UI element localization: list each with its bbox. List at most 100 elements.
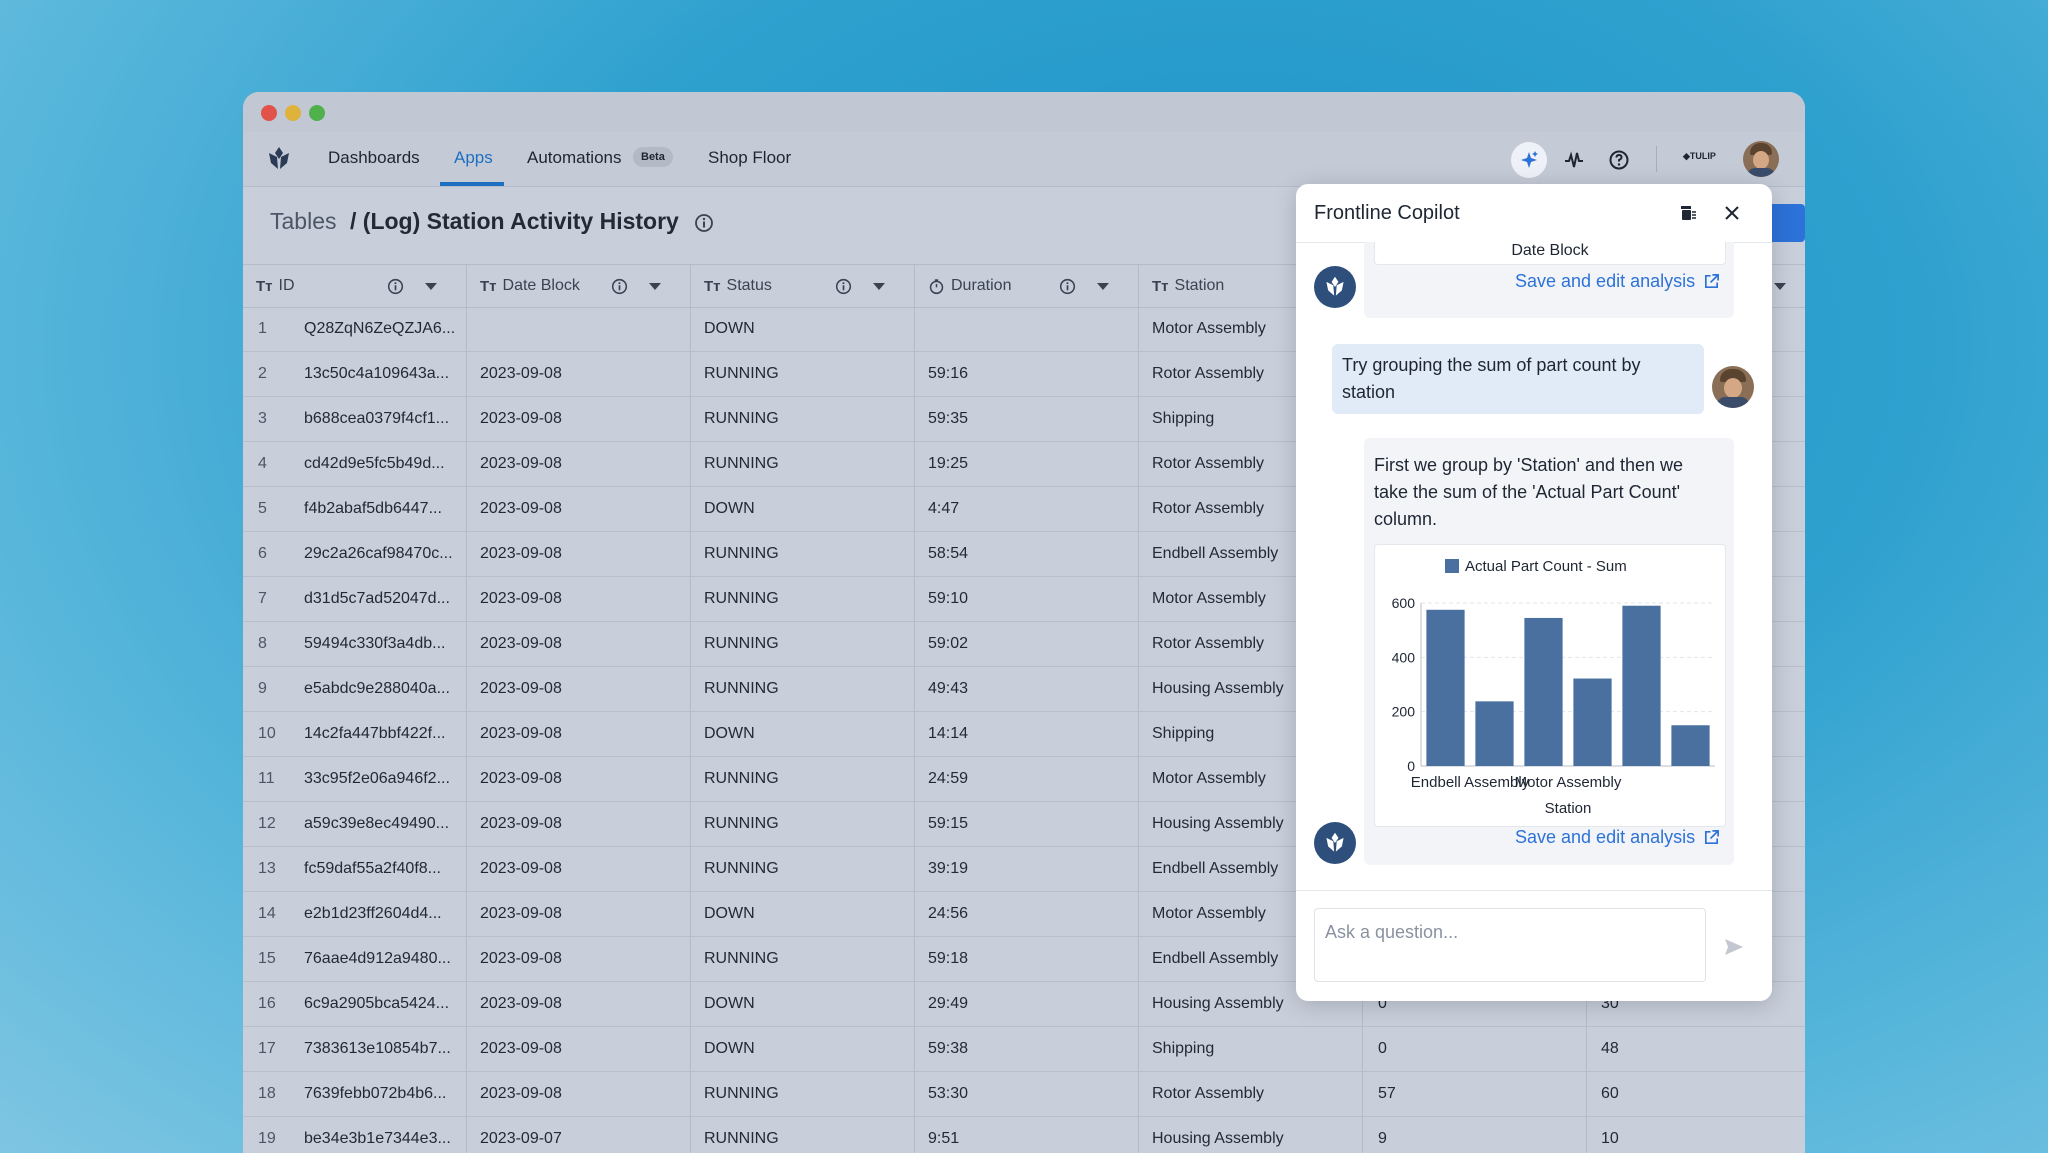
table-cell[interactable]: Endbell Assembly — [1152, 860, 1279, 877]
table-cell[interactable]: 2023-09-07 — [480, 1130, 562, 1147]
send-icon[interactable] — [1723, 936, 1745, 958]
help-button[interactable] — [1601, 142, 1637, 178]
table-cell[interactable]: 59:38 — [928, 1040, 969, 1057]
table-cell[interactable]: Rotor Assembly — [1152, 635, 1265, 652]
table-cell[interactable]: Rotor Assembly — [1152, 455, 1265, 472]
table-cell[interactable]: 2023-09-08 — [480, 410, 562, 427]
table-cell[interactable]: e5abdc9e288040a... — [304, 680, 450, 697]
table-cell[interactable]: 24:56 — [928, 905, 969, 922]
table-cell[interactable]: 59:18 — [928, 950, 969, 967]
table-cell[interactable]: Housing Assembly — [1152, 815, 1284, 832]
table-cell[interactable]: 4:47 — [928, 500, 960, 517]
table-cell[interactable]: Endbell Assembly — [1152, 545, 1279, 562]
table-cell[interactable]: 10 — [1601, 1130, 1619, 1147]
clear-chat-icon[interactable] — [1678, 203, 1698, 223]
table-cell[interactable]: Shipping — [1152, 410, 1215, 427]
column-info-icon[interactable] — [611, 278, 628, 295]
table-cell[interactable]: Motor Assembly — [1152, 905, 1266, 922]
table-cell[interactable]: 2023-09-08 — [480, 995, 562, 1012]
table-cell[interactable]: RUNNING — [704, 365, 779, 382]
table-cell[interactable]: 7383613e10854b7... — [304, 1040, 451, 1057]
table-cell[interactable]: RUNNING — [704, 590, 779, 607]
table-row[interactable]: 9 e5abdc9e288040a... 2023-09-08 RUNNING 49:4… — [243, 666, 1805, 712]
table-cell[interactable]: 14:14 — [928, 725, 969, 742]
maximize-window-button[interactable] — [309, 105, 325, 121]
table-cell[interactable]: DOWN — [704, 905, 755, 922]
nav-apps[interactable]: Apps — [454, 148, 493, 167]
table-cell[interactable]: 2023-09-08 — [480, 455, 562, 472]
table-cell[interactable]: 49:43 — [928, 680, 969, 697]
table-row[interactable]: 14 e2b1d23ff2604d4... 2023-09-08 DOWN 24:56 M… — [243, 891, 1805, 937]
table-cell[interactable]: RUNNING — [704, 455, 779, 472]
table-cell[interactable]: 2023-09-08 — [480, 950, 562, 967]
table-cell[interactable]: fc59daf55a2f40f8... — [304, 860, 441, 877]
workspace-brand[interactable]: ◆TULIP — [1683, 151, 1716, 161]
close-icon[interactable] — [1724, 205, 1740, 221]
column-info-icon[interactable] — [387, 278, 404, 295]
table-cell[interactable]: 39:19 — [928, 860, 969, 877]
table-cell[interactable]: f4b2abaf5db6447... — [304, 500, 442, 517]
table-cell[interactable]: be34e3b1e7344e3... — [304, 1130, 451, 1147]
table-cell[interactable]: Shipping — [1152, 725, 1215, 742]
table-cell[interactable]: Motor Assembly — [1152, 590, 1266, 607]
table-cell[interactable]: Rotor Assembly — [1152, 1085, 1265, 1102]
table-cell[interactable]: 2023-09-08 — [480, 365, 562, 382]
table-row[interactable]: 18 7639febb072b4b6... 2023-09-08 RUNNING 53:… — [243, 1071, 1805, 1117]
table-cell[interactable]: RUNNING — [704, 1130, 779, 1147]
table-row[interactable]: 3 b688cea0379f4cf1... 2023-09-08 RUNNING 59:… — [243, 396, 1805, 442]
table-cell[interactable]: DOWN — [704, 725, 755, 742]
table-cell[interactable]: 2023-09-08 — [480, 545, 562, 562]
table-cell[interactable]: DOWN — [704, 320, 755, 337]
table-row[interactable]: 12 a59c39e8ec49490... 2023-09-08 RUNNING 59:… — [243, 801, 1805, 847]
column-header-status[interactable]: Tт Status — [704, 277, 772, 295]
table-cell[interactable]: 59:10 — [928, 590, 969, 607]
table-cell[interactable]: Rotor Assembly — [1152, 365, 1265, 382]
question-input[interactable] — [1323, 921, 1697, 944]
table-cell[interactable]: DOWN — [704, 995, 755, 1012]
table-cell[interactable]: RUNNING — [704, 545, 779, 562]
table-cell[interactable]: 13c50c4a109643a... — [304, 365, 450, 382]
info-icon[interactable] — [694, 213, 714, 233]
table-row[interactable]: 6 29c2a26caf98470c... 2023-09-08 RUNNING 58:… — [243, 531, 1805, 577]
column-info-icon[interactable] — [835, 278, 852, 295]
table-cell[interactable]: 57 — [1378, 1085, 1396, 1102]
table-row[interactable]: 2 13c50c4a109643a... 2023-09-08 RUNNING 59:1… — [243, 351, 1805, 397]
table-cell[interactable]: 2023-09-08 — [480, 1040, 562, 1057]
table-row[interactable]: 17 7383613e10854b7... 2023-09-08 DOWN 59:38 S… — [243, 1026, 1805, 1072]
table-cell[interactable]: 2023-09-08 — [480, 815, 562, 832]
column-info-icon[interactable] — [1059, 278, 1076, 295]
table-row[interactable]: 15 76aae4d912a9480... 2023-09-08 RUNNING 59:… — [243, 936, 1805, 982]
table-cell[interactable]: 2023-09-08 — [480, 1085, 562, 1102]
table-cell[interactable]: a59c39e8ec49490... — [304, 815, 450, 832]
table-cell[interactable]: Rotor Assembly — [1152, 500, 1265, 517]
table-cell[interactable]: 24:59 — [928, 770, 969, 787]
table-cell[interactable]: 7639febb072b4b6... — [304, 1085, 447, 1102]
table-cell[interactable]: Motor Assembly — [1152, 770, 1266, 787]
column-menu-caret-icon[interactable] — [1774, 283, 1786, 290]
table-cell[interactable]: Housing Assembly — [1152, 1130, 1284, 1147]
table-row[interactable]: 8 59494c330f3a4db... 2023-09-08 RUNNING 59:0… — [243, 621, 1805, 667]
table-cell[interactable]: d31d5c7ad52047d... — [304, 590, 450, 607]
activity-button[interactable] — [1556, 142, 1592, 178]
table-row[interactable]: 1 Q28ZqN6ZeQZJA6... DOWN Motor Assembly — [243, 306, 1805, 352]
table-cell[interactable]: 29c2a26caf98470c... — [304, 545, 453, 562]
table-cell[interactable]: 19:25 — [928, 455, 969, 472]
table-cell[interactable]: RUNNING — [704, 635, 779, 652]
table-cell[interactable]: b688cea0379f4cf1... — [304, 410, 450, 427]
table-cell[interactable]: 2023-09-08 — [480, 725, 562, 742]
table-cell[interactable]: 2023-09-08 — [480, 770, 562, 787]
table-cell[interactable]: cd42d9e5fc5b49d... — [304, 455, 445, 472]
column-menu-caret-icon[interactable] — [873, 283, 885, 290]
column-menu-caret-icon[interactable] — [1097, 283, 1109, 290]
minimize-window-button[interactable] — [285, 105, 301, 121]
table-cell[interactable]: 2023-09-08 — [480, 590, 562, 607]
table-cell[interactable]: RUNNING — [704, 950, 779, 967]
user-avatar[interactable] — [1743, 141, 1779, 177]
table-cell[interactable]: Shipping — [1152, 1040, 1215, 1057]
table-row[interactable]: 5 f4b2abaf5db6447... 2023-09-08 DOWN 4:47 Rot… — [243, 486, 1805, 532]
table-row[interactable]: 4 cd42d9e5fc5b49d... 2023-09-08 RUNNING 19:2… — [243, 441, 1805, 487]
column-header-id[interactable]: Tт ID — [256, 277, 295, 295]
table-row[interactable]: 19 be34e3b1e7344e3... 2023-09-07 RUNNING 9:5… — [243, 1116, 1805, 1153]
question-input-box[interactable] — [1314, 908, 1706, 982]
save-edit-analysis-link[interactable]: Save and edit analysis — [1515, 827, 1720, 848]
